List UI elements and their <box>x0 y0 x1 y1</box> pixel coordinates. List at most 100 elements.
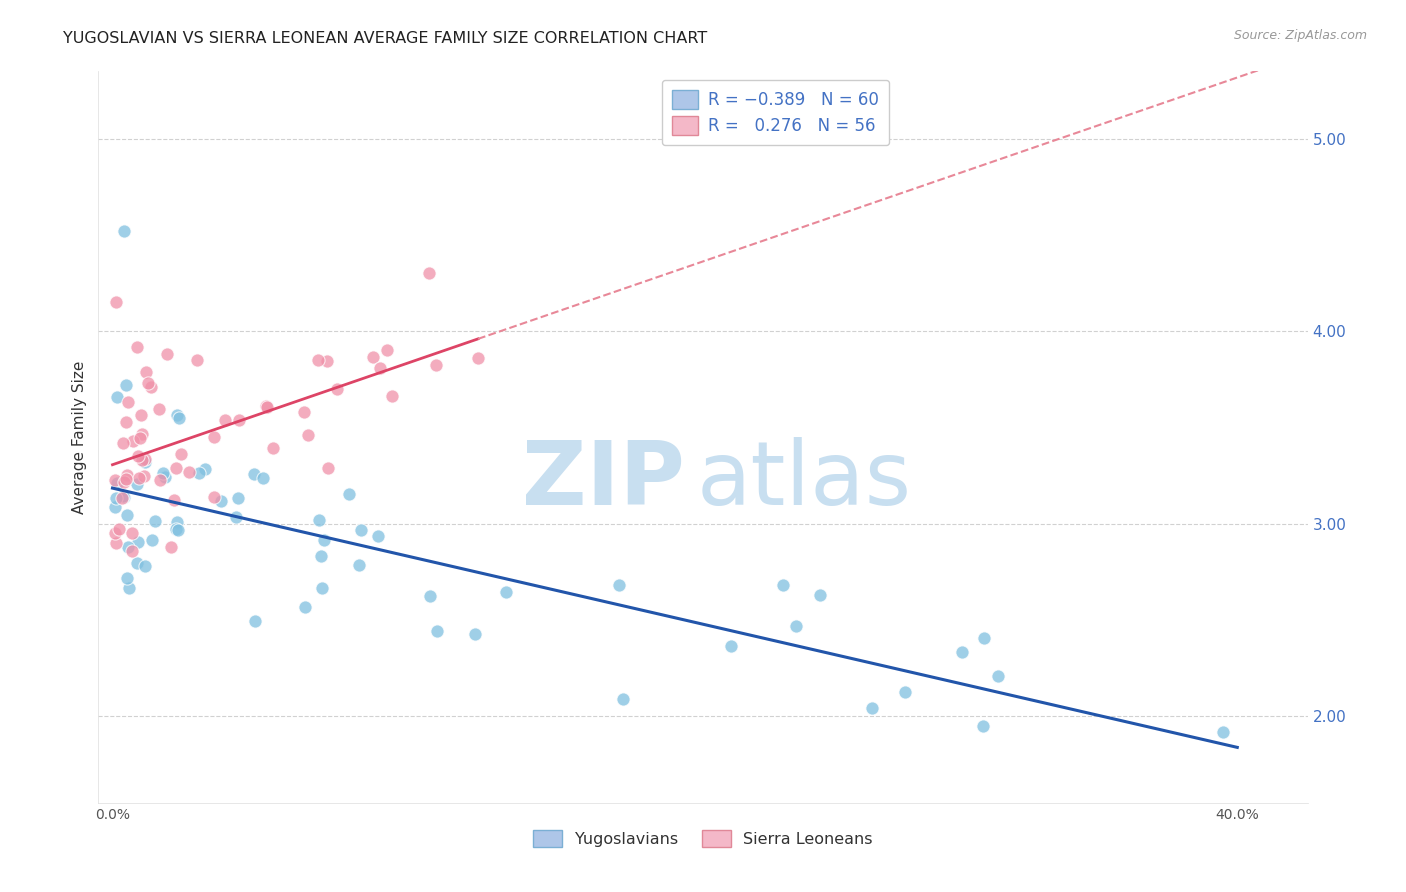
Point <box>115 472 138 486</box>
Point <box>1212 724 1234 739</box>
Point <box>326 382 349 396</box>
Point <box>894 685 917 699</box>
Point <box>121 526 143 541</box>
Point <box>125 476 148 491</box>
Point <box>112 490 135 504</box>
Point <box>209 494 232 508</box>
Point <box>347 558 370 573</box>
Point <box>134 455 156 469</box>
Point <box>114 415 136 429</box>
Point <box>720 639 742 653</box>
Point <box>105 390 128 404</box>
Point <box>127 449 149 463</box>
Point <box>105 476 128 491</box>
Point <box>114 377 136 392</box>
Point <box>311 549 333 564</box>
Point <box>973 631 995 645</box>
Point <box>160 540 183 554</box>
Point <box>308 513 330 527</box>
Point <box>128 471 150 485</box>
Point <box>104 536 127 550</box>
Point <box>166 515 188 529</box>
Legend: Yugoslavians, Sierra Leoneans: Yugoslavians, Sierra Leoneans <box>527 823 879 854</box>
Point <box>314 533 336 547</box>
Point <box>156 347 179 361</box>
Point <box>297 427 319 442</box>
Point <box>135 365 157 379</box>
Point <box>104 500 127 514</box>
Point <box>612 691 634 706</box>
Point <box>149 473 172 487</box>
Point <box>121 434 143 449</box>
Point <box>115 571 138 585</box>
Point <box>112 475 135 490</box>
Point <box>292 405 315 419</box>
Point <box>129 408 152 422</box>
Point <box>607 578 630 592</box>
Point <box>104 473 127 487</box>
Point <box>125 556 148 570</box>
Point <box>202 490 225 504</box>
Point <box>202 430 225 444</box>
Point <box>112 489 135 503</box>
Point <box>153 470 176 484</box>
Point <box>166 408 188 422</box>
Text: YUGOSLAVIAN VS SIERRA LEONEAN AVERAGE FAMILY SIZE CORRELATION CHART: YUGOSLAVIAN VS SIERRA LEONEAN AVERAGE FA… <box>63 31 707 46</box>
Point <box>467 351 489 365</box>
Point <box>148 402 170 417</box>
Point <box>134 451 156 466</box>
Point <box>152 467 174 481</box>
Point <box>225 510 247 524</box>
Point <box>316 461 339 475</box>
Point <box>104 295 127 310</box>
Point <box>361 350 384 364</box>
Point <box>368 360 391 375</box>
Point <box>127 535 149 549</box>
Point <box>243 614 266 628</box>
Point <box>785 619 807 633</box>
Point <box>167 523 190 537</box>
Point <box>495 585 517 599</box>
Point <box>226 491 249 506</box>
Point <box>808 588 831 602</box>
Point <box>772 578 794 592</box>
Point <box>350 524 373 538</box>
Point <box>243 467 266 481</box>
Text: ZIP: ZIP <box>522 437 685 524</box>
Point <box>315 354 337 368</box>
Point <box>121 543 143 558</box>
Point <box>294 600 316 615</box>
Point <box>165 522 187 536</box>
Point <box>214 412 236 426</box>
Point <box>381 389 404 403</box>
Text: atlas: atlas <box>697 437 912 524</box>
Point <box>141 379 163 393</box>
Point <box>188 466 211 480</box>
Point <box>112 224 135 238</box>
Point <box>307 353 329 368</box>
Point <box>252 470 274 484</box>
Point <box>163 492 186 507</box>
Point <box>128 431 150 445</box>
Point <box>117 540 139 554</box>
Point <box>115 468 138 483</box>
Point <box>262 441 284 455</box>
Point <box>987 669 1010 683</box>
Point <box>418 267 440 281</box>
Point <box>167 411 190 425</box>
Y-axis label: Average Family Size: Average Family Size <box>72 360 87 514</box>
Point <box>141 533 163 547</box>
Point <box>426 624 449 638</box>
Point <box>132 469 155 483</box>
Point <box>165 460 187 475</box>
Point <box>104 526 127 541</box>
Point <box>111 491 134 505</box>
Point <box>104 491 127 505</box>
Point <box>972 719 994 733</box>
Point <box>425 358 447 372</box>
Point <box>138 376 160 390</box>
Point <box>860 701 883 715</box>
Point <box>143 514 166 528</box>
Point <box>117 395 139 409</box>
Point <box>254 399 277 413</box>
